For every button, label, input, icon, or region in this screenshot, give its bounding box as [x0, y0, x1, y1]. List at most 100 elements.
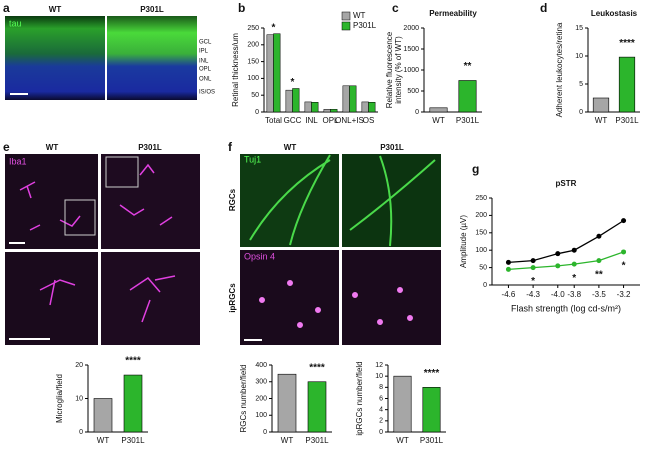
y-tick-label: 12	[375, 362, 383, 369]
significance: *	[622, 261, 626, 272]
x-tick-label: GCC	[284, 116, 302, 125]
bar	[307, 381, 327, 433]
point	[555, 263, 561, 269]
chart-title: Permeability	[429, 9, 477, 18]
x-tick-label: OS	[363, 116, 375, 125]
panel-letter: d	[540, 1, 547, 15]
y-tick-label: 0	[483, 282, 487, 289]
significance: *	[291, 77, 295, 88]
point	[555, 251, 561, 257]
image	[101, 154, 200, 249]
x-tick-label: P301L	[420, 436, 444, 445]
panel-letter: f	[228, 140, 233, 154]
y-tick-label: 4	[379, 407, 383, 414]
x-tick-label: WT	[396, 436, 409, 445]
decoration	[249, 154, 436, 247]
significance: ****	[125, 356, 141, 367]
y-tick-label: 0	[579, 109, 583, 116]
y-tick-label: 0	[415, 109, 419, 116]
point	[621, 249, 627, 255]
image	[240, 250, 339, 345]
point	[571, 261, 577, 267]
column-label: P301L	[138, 143, 162, 152]
x-tick-label: WT	[432, 116, 445, 125]
y-tick-label: 10	[375, 373, 383, 380]
bar	[273, 33, 281, 113]
legend-label: WT	[353, 11, 366, 20]
y-tick-label: 200	[247, 42, 259, 49]
panel-letter: c	[392, 1, 399, 15]
y-tick-label: 400	[255, 362, 267, 369]
y-tick-label: 1000	[403, 67, 419, 74]
y-tick-label: 2000	[403, 25, 419, 32]
column-label: WT	[49, 5, 62, 14]
y-tick-label: 10	[575, 53, 583, 60]
x-tick-label: -4.0	[551, 290, 565, 299]
y-tick-label: 100	[247, 75, 259, 82]
bar	[266, 34, 274, 113]
y-tick-label: 150	[475, 230, 487, 237]
x-tick-label: P301L	[305, 436, 329, 445]
y-tick-label: 0	[379, 429, 383, 436]
panel-a-images: WT P301L tau GCL IPL INL OPL ONL IS/OS	[5, 5, 215, 100]
line	[508, 251, 624, 270]
x-axis-label: Flash strength (log cd-s/m²)	[511, 303, 621, 313]
y-tick-label: 1500	[403, 46, 419, 53]
row-label: ipRGCs	[228, 283, 237, 313]
bar	[93, 398, 113, 433]
layer-label: GCL	[199, 40, 212, 46]
y-tick-label: 100	[475, 247, 487, 254]
bar	[123, 374, 143, 433]
y-tick-label: 150	[247, 58, 259, 65]
significance: ****	[619, 38, 635, 49]
y-tick-label: 5	[579, 81, 583, 88]
y-tick-label: 200	[475, 212, 487, 219]
point	[621, 218, 627, 224]
image	[107, 16, 197, 100]
y-tick-label: 0	[263, 429, 267, 436]
column-label: P301L	[380, 143, 404, 152]
bar	[361, 101, 369, 113]
x-tick-label: P301L	[615, 116, 639, 125]
y-tick-label: 8	[379, 384, 383, 391]
x-tick-label: P301L	[456, 116, 480, 125]
legend-swatch	[341, 21, 351, 31]
panel-e-images: WT P301L Iba1	[5, 143, 200, 345]
panel-letter: g	[472, 162, 479, 176]
bar	[429, 107, 448, 113]
image	[342, 250, 441, 345]
layer-label: ONL	[199, 77, 212, 83]
y-tick-label: 15	[575, 25, 583, 32]
row-label: RGCs	[228, 188, 237, 211]
legend-swatch	[341, 11, 351, 21]
y-axis-label: Microglia/field	[55, 374, 64, 423]
column-label: P301L	[140, 5, 164, 14]
y-tick-label: 10	[75, 395, 83, 402]
y-tick-label: 250	[475, 195, 487, 202]
y-tick-label: 6	[379, 395, 383, 402]
bar	[285, 89, 293, 113]
layer-label: OPL	[199, 67, 212, 73]
bar	[304, 101, 312, 113]
significance: *	[272, 22, 276, 33]
legend-label: P301L	[353, 21, 377, 30]
point	[530, 265, 536, 271]
panel-f-images: WT P301L Tuj1 Opsin 4 RGCs ipRGCs	[228, 143, 441, 345]
stain-label: Opsin 4	[244, 251, 275, 261]
y-axis-label: Amplitude (µV)	[459, 215, 468, 268]
bar	[422, 387, 441, 433]
significance: *	[572, 273, 576, 284]
decoration	[19, 163, 176, 323]
y-axis-label: ipRGCs number/field	[355, 361, 364, 435]
panel-letter: e	[3, 140, 10, 154]
x-tick-label: -3.8	[567, 290, 581, 299]
chart-title: pSTR	[556, 179, 577, 188]
significance: ****	[309, 362, 325, 373]
y-axis-label: Retinal thickness/um	[231, 33, 240, 107]
x-tick-label: WT	[281, 436, 294, 445]
point	[596, 258, 602, 264]
point	[596, 233, 602, 239]
bar	[311, 102, 319, 113]
y-tick-label: 2	[379, 418, 383, 425]
